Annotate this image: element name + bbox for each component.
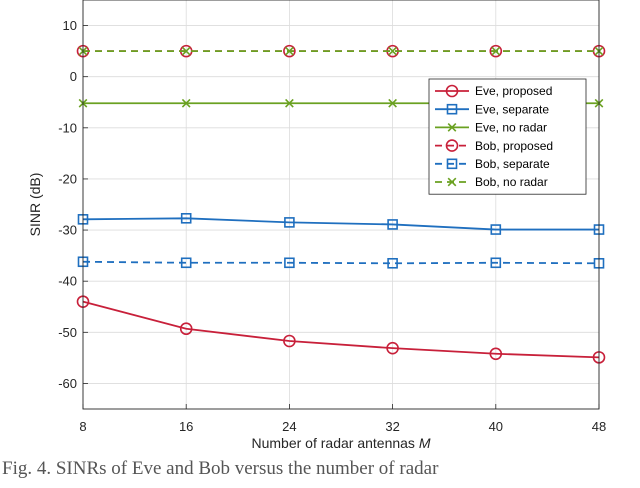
x-tick-label: 16	[179, 419, 193, 434]
data-point	[447, 177, 457, 187]
marker-stroke	[447, 123, 457, 132]
data-point	[446, 103, 458, 115]
data-point	[180, 213, 192, 224]
y-tick-label: -30	[58, 223, 77, 238]
marker-stroke	[181, 98, 191, 108]
data-point	[386, 341, 399, 355]
y-tick-label: 0	[70, 69, 77, 84]
legend-item: Eve, proposed	[435, 84, 552, 98]
data-point	[179, 322, 193, 336]
legend-item: Bob, proposed	[435, 139, 553, 153]
y-tick-label: -20	[58, 171, 77, 186]
marker-stroke	[285, 46, 294, 56]
x-tick-label: 32	[385, 419, 399, 434]
data-point	[284, 257, 295, 269]
data-point	[445, 84, 459, 98]
y-tick-label: -40	[58, 274, 77, 289]
data-point	[387, 219, 398, 230]
series-eve-separate	[77, 213, 605, 235]
data-point	[181, 98, 191, 108]
data-point	[447, 123, 457, 132]
data-point	[284, 217, 295, 228]
data-point	[445, 139, 459, 152]
marker-stroke	[388, 46, 397, 56]
figure-caption: Fig. 4. SINRs of Eve and Bob versus the …	[2, 458, 439, 479]
marker-stroke	[388, 98, 397, 108]
data-point	[446, 158, 458, 170]
marker-stroke	[491, 46, 501, 56]
legend-label: Eve, no radar	[475, 121, 547, 135]
legend-item: Eve, no radar	[435, 121, 547, 135]
marker-stroke	[181, 46, 191, 56]
y-axis-label: SINR (dB)	[27, 173, 43, 237]
y-tick-label: 10	[63, 18, 77, 33]
data-point	[285, 46, 294, 56]
data-point	[491, 46, 501, 56]
x-tick-label: 24	[282, 419, 296, 434]
legend-label: Eve, separate	[475, 102, 549, 116]
data-point	[283, 334, 296, 348]
data-point	[490, 257, 502, 269]
legend-box	[428, 78, 587, 195]
legend-label: Bob, proposed	[475, 139, 553, 153]
y-tick-label: -50	[58, 325, 77, 340]
y-tick-label: -60	[58, 376, 77, 391]
x-axis-label-variable: M	[419, 435, 431, 451]
legend-label: Bob, no radar	[475, 175, 548, 189]
data-point	[489, 44, 503, 58]
data-point	[388, 46, 397, 56]
y-tick-label: -10	[58, 120, 77, 135]
axis-ticks: 8 16 24 32 40 48 -60 -50 -40 -30 -20 -10 0 10	[58, 18, 606, 434]
series-line	[82, 260, 600, 265]
legend-item: Bob, no radar	[435, 175, 548, 189]
data-point	[285, 98, 294, 108]
legend: Eve, proposed Eve, separate Eve, no radar B…	[428, 78, 587, 195]
legend-label: Eve, proposed	[475, 84, 552, 98]
data-point	[489, 347, 503, 361]
legend-item: Eve, separate	[435, 102, 549, 116]
sinr-line-chart: 8 16 24 32 40 48 -60 -50 -40 -30 -20 -10 0 10 Number …	[27, 0, 606, 451]
legend-label: Bob, separate	[475, 157, 550, 171]
x-tick-label: 40	[489, 419, 503, 434]
data-point	[388, 98, 397, 108]
data-point	[180, 257, 192, 269]
x-tick-label: 48	[592, 419, 606, 434]
x-tick-label: 8	[79, 419, 86, 434]
data-point	[490, 224, 502, 235]
data-point	[283, 44, 296, 58]
x-axis-label: Number of radar antennas M	[252, 435, 431, 451]
x-axis-label-main: Number of radar antennas	[252, 435, 415, 451]
legend-item: Bob, separate	[435, 157, 550, 171]
data-point	[387, 257, 398, 269]
series-bob-separate	[77, 256, 605, 269]
series-line	[82, 217, 599, 231]
series-line	[82, 300, 600, 359]
marker-stroke	[447, 177, 457, 187]
data-point	[181, 46, 191, 56]
plot-frame	[82, 0, 600, 410]
plot-background	[83, 0, 599, 409]
marker-stroke	[285, 98, 294, 108]
